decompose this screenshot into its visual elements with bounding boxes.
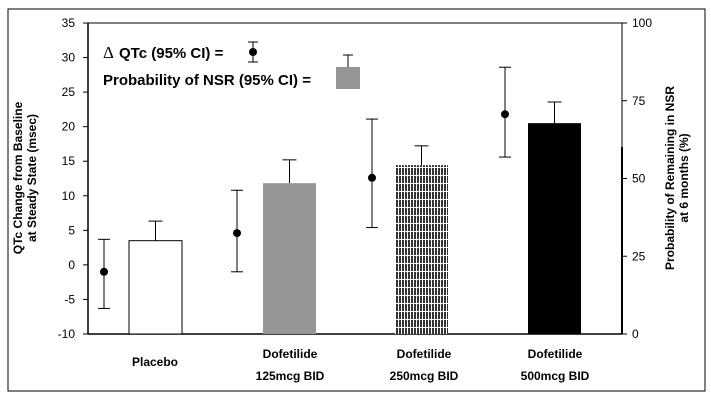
legend-qtc-marker	[248, 41, 258, 63]
y-axis-title-line2: at Steady State (msec)	[25, 114, 39, 242]
category-label-500-line1: Dofetilide	[528, 347, 583, 361]
bar-1	[263, 183, 316, 334]
y2-tick-label: 100	[632, 16, 652, 30]
bar-0	[128, 240, 183, 335]
category-label-500-line2: 500mcg BID	[521, 369, 590, 383]
bar-2	[395, 165, 448, 334]
category-label-250-line2: 250mcg BID	[390, 369, 459, 383]
qtc-point-3	[501, 110, 509, 119]
y-tick-label: 35	[62, 16, 76, 30]
legend-delta-symbol: Δ	[103, 43, 114, 62]
y2-tick-label: 0	[632, 327, 639, 341]
y-tick-label: 15	[62, 154, 76, 168]
y-tick-label: 5	[68, 223, 75, 237]
y-tick-label: 10	[62, 189, 76, 203]
category-label-250-line1: Dofetilide	[397, 347, 452, 361]
qtc-point-2	[368, 173, 376, 182]
legend: Δ QTc (95% CI) = Probability of NSR (95%…	[103, 41, 360, 89]
bar-3	[528, 123, 581, 334]
y2-axis-title-line2: at 6 months (%)	[677, 133, 691, 222]
y-tick-label: 25	[62, 85, 76, 99]
category-label-125-line2: 125mcg BID	[256, 369, 325, 383]
legend-qtc-label: QTc (95% CI) =	[119, 45, 224, 62]
y2-tick-label: 50	[632, 172, 646, 186]
y2-axis-title-line1: Probability of Remaining in NSR	[663, 86, 677, 270]
y-tick-label: -5	[64, 292, 75, 306]
category-label-125-line1: Dofetilide	[263, 347, 318, 361]
y-tick-label: -10	[58, 327, 76, 341]
legend-nsr-swatch	[336, 54, 360, 89]
y-axis-title-line1: QTc Change from Baseline	[11, 101, 25, 254]
qtc-point-0	[100, 267, 108, 276]
y-tick-label: 0	[68, 258, 75, 272]
y-tick-label: 30	[62, 51, 76, 65]
y2-tick-label: 75	[632, 94, 646, 108]
legend-nsr-label: Probability of NSR (95% CI) =	[103, 72, 311, 89]
y2-tick-label: 25	[632, 249, 646, 263]
y-tick-label: 20	[62, 120, 76, 134]
qtc-point-1	[233, 229, 241, 238]
category-label-placebo: Placebo	[132, 355, 178, 369]
